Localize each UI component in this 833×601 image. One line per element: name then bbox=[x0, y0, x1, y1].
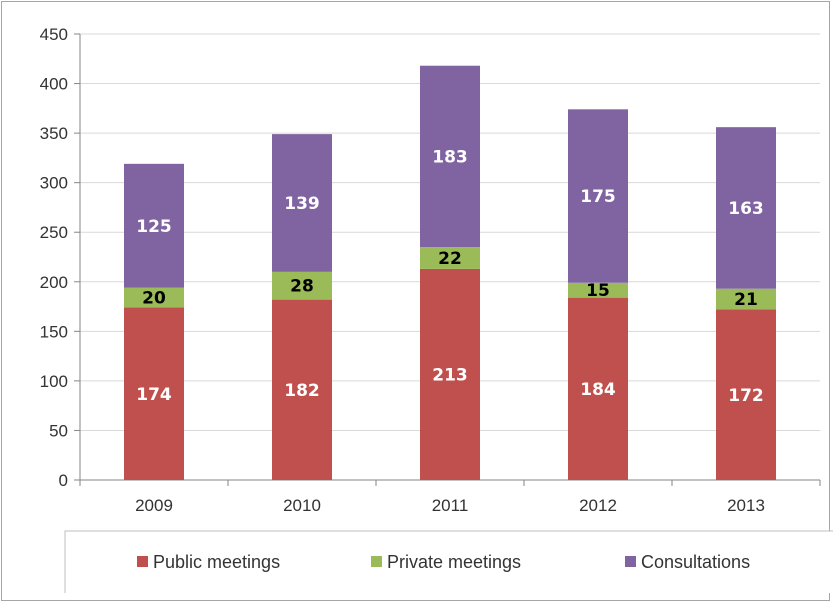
y-tick-label: 200 bbox=[40, 273, 68, 292]
bar-segment bbox=[272, 299, 332, 480]
legend-swatch bbox=[371, 556, 382, 567]
legend-label: Consultations bbox=[641, 552, 750, 572]
legend: Public meetings Private meetings Consultat… bbox=[64, 530, 833, 593]
data-label: 139 bbox=[284, 194, 320, 214]
x-tick-label: 2011 bbox=[432, 496, 469, 515]
y-tick-label: 100 bbox=[40, 372, 68, 391]
bar-segment bbox=[124, 163, 184, 288]
legend-label: Public meetings bbox=[153, 552, 280, 572]
data-label: 174 bbox=[136, 385, 172, 405]
x-tick-label: 2012 bbox=[579, 496, 617, 515]
bar-segment bbox=[272, 134, 332, 272]
legend-box bbox=[64, 530, 833, 593]
data-label: 22 bbox=[438, 249, 462, 269]
y-tick-label: 350 bbox=[40, 124, 68, 143]
bar-segment bbox=[272, 271, 332, 300]
bars bbox=[124, 65, 776, 480]
data-label: 182 bbox=[284, 381, 320, 401]
x-tick-label: 2013 bbox=[727, 496, 765, 515]
data-label: 213 bbox=[432, 365, 468, 385]
legend-swatch bbox=[625, 556, 636, 567]
data-label: 21 bbox=[734, 290, 758, 310]
data-label: 15 bbox=[586, 281, 610, 301]
data-label: 28 bbox=[290, 277, 314, 297]
bar-segment bbox=[124, 287, 184, 308]
data-label: 163 bbox=[728, 199, 764, 219]
bar-segment bbox=[716, 127, 776, 289]
y-tick-label: 450 bbox=[40, 25, 68, 44]
bar-segment bbox=[568, 282, 628, 298]
y-tick-label: 300 bbox=[40, 174, 68, 193]
bar-segment bbox=[420, 268, 480, 480]
x-tick-label: 2010 bbox=[283, 496, 321, 515]
y-tick-label: 250 bbox=[40, 223, 68, 242]
data-label: 20 bbox=[142, 289, 166, 309]
bar-segment bbox=[420, 65, 480, 248]
data-labels: 174 20 125 182 28 139 213 22 183 184 15 175 172 21 163 bbox=[136, 147, 764, 405]
data-label: 183 bbox=[432, 147, 468, 167]
bar-segment bbox=[568, 109, 628, 283]
bar-segment bbox=[716, 288, 776, 310]
bar-segment bbox=[124, 307, 184, 480]
x-tick-label: 2009 bbox=[135, 496, 173, 515]
data-label: 172 bbox=[728, 386, 764, 406]
data-label: 175 bbox=[580, 187, 616, 207]
legend-label: Private meetings bbox=[387, 552, 521, 572]
data-label: 184 bbox=[580, 380, 616, 400]
axes: 0 50 100 150 200 250 300 350 400 450 2009 2010 2011 2… bbox=[40, 25, 821, 515]
data-label: 125 bbox=[136, 217, 172, 237]
y-tick-label: 50 bbox=[49, 421, 68, 440]
y-tick-label: 0 bbox=[59, 471, 68, 490]
y-tick-label: 150 bbox=[40, 322, 68, 341]
bar-segment bbox=[568, 297, 628, 480]
bar-segment bbox=[420, 247, 480, 269]
legend-swatch bbox=[137, 556, 148, 567]
y-tick-label: 400 bbox=[40, 75, 68, 94]
bar-segment bbox=[716, 309, 776, 480]
